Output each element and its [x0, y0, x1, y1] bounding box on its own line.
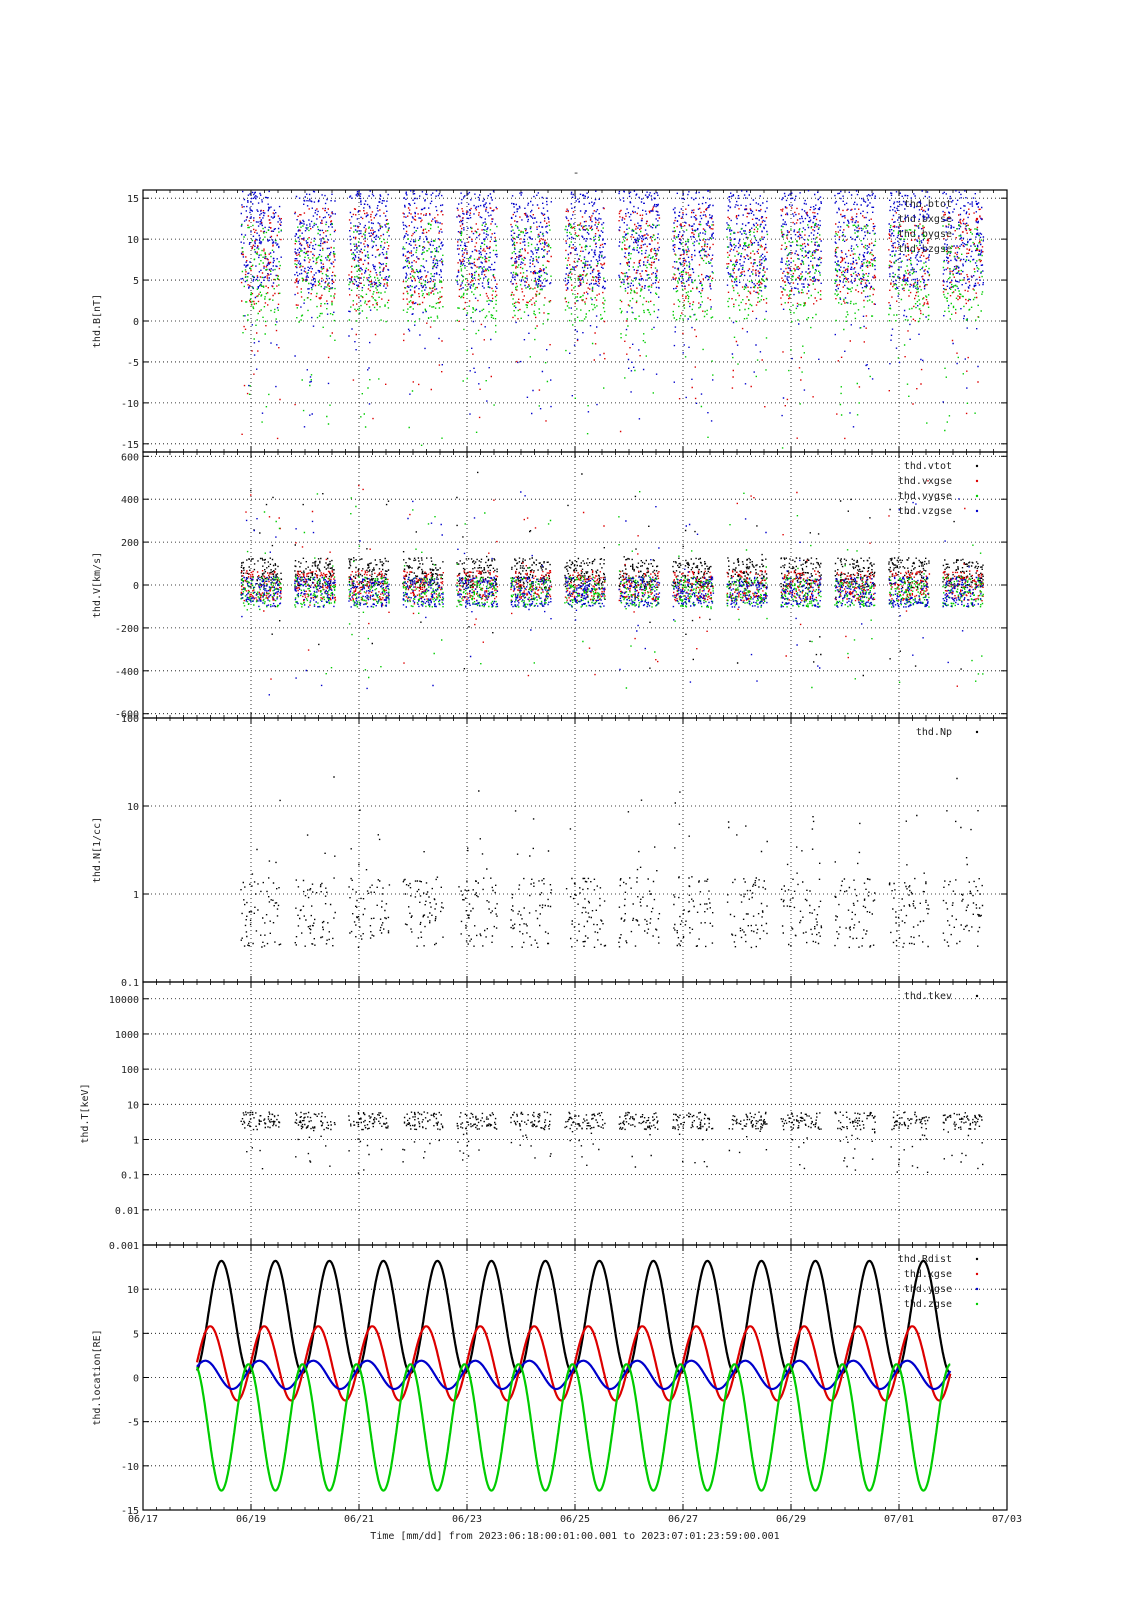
- panel-3: 100 10 1 0.1 thd.N[1/cc] thd.Np: [92, 714, 1008, 989]
- y-tick-label: 0: [133, 581, 139, 592]
- plot-frame: [142, 981, 1008, 1246]
- legend-marker: [975, 202, 979, 206]
- y-tick-label: 200: [121, 538, 139, 549]
- y-tick-label: 5: [133, 276, 139, 287]
- legend-marker: [975, 217, 979, 221]
- y-tick-label: -600: [115, 710, 139, 721]
- panel-5: 10 5 0 -5 -10 -15 thd.location[RE] thd.Rdist thd…: [92, 1244, 1008, 1517]
- scatter-series: [240, 776, 984, 949]
- y-tick-label: 0: [133, 317, 139, 328]
- y-tick-label: 10: [127, 235, 139, 246]
- y-tick-label: 1: [133, 1135, 139, 1146]
- y-tick-label: 400: [121, 495, 139, 506]
- x-tick-label: 06/19: [236, 1514, 266, 1525]
- scatter-points: [240, 776, 984, 949]
- y-tick-label: 15: [127, 194, 139, 205]
- legend-marker: [975, 730, 979, 734]
- plot-title: -: [573, 166, 580, 179]
- legend-label: thd.ygse: [904, 1284, 952, 1295]
- legend-marker: [975, 1302, 979, 1306]
- x-tick-label: 06/29: [776, 1514, 806, 1525]
- panel-2: 600 400 200 0 -200 -400 -600 thd.V[km/s] thd.vto…: [92, 451, 1008, 721]
- y-tick-label: -10: [121, 1462, 139, 1473]
- y-tick-label: -10: [121, 399, 139, 410]
- legend-marker: [975, 464, 979, 468]
- scatter-points: [240, 471, 984, 696]
- series-line: [195, 1363, 951, 1492]
- legend-label: thd.vzgse: [898, 506, 952, 517]
- legend-marker: [975, 1272, 979, 1276]
- y-tick-label: 1: [133, 890, 139, 901]
- scatter-points: [240, 190, 985, 449]
- legend-marker: [975, 509, 979, 513]
- y-tick-label: 0.1: [121, 978, 139, 989]
- legend-label: thd.vtot: [904, 461, 952, 472]
- y-tick-label: -200: [115, 624, 139, 635]
- y-tick-label: 0: [133, 1374, 139, 1385]
- y-tick-label: 10: [127, 1100, 139, 1111]
- y-tick-label: 0.1: [121, 1171, 139, 1182]
- legend-marker: [975, 994, 979, 998]
- scatter-series: [241, 222, 984, 449]
- time-axis-label: Time [mm/dd] from 2023:06:18:00:01:00.00…: [370, 1531, 779, 1542]
- y-tick-label: -15: [121, 1506, 139, 1517]
- y-tick-label: 1000: [115, 1030, 139, 1041]
- legend-label: thd.Np: [916, 727, 952, 738]
- y-tick-label: 100: [121, 714, 139, 725]
- scatter-series: [240, 206, 984, 440]
- legend-label: thd.tkev: [904, 991, 952, 1002]
- scatter-series: [240, 491, 984, 696]
- y-tick-label: -5: [127, 1418, 139, 1429]
- y-axis-title: thd.V[km/s]: [92, 552, 103, 618]
- legend-label: thd.vxgse: [898, 476, 952, 487]
- y-tick-label: 100: [121, 1065, 139, 1076]
- y-axis-title: thd.B[nT]: [92, 294, 103, 348]
- y-axis-title: thd.N[1/cc]: [92, 817, 103, 883]
- y-tick-label: 10: [127, 1285, 139, 1296]
- y-tick-label: 0.01: [115, 1206, 139, 1217]
- panels: 151050-5-10-15thd.B[nT]thd.btotthd.bxgse…: [80, 189, 1022, 1525]
- legend-label: thd.xgse: [904, 1269, 952, 1280]
- panel-4: 10000 1000 100 10 1 0.1 0.01 0.001 thd.T[keV] thd…: [80, 981, 1008, 1252]
- x-tick-label: 07/01: [884, 1514, 914, 1525]
- y-tick-label: 10000: [109, 995, 139, 1006]
- legend-label: thd.Rdist: [898, 1254, 952, 1265]
- scatter-series: [240, 1111, 984, 1174]
- legend-label: thd.vygse: [898, 491, 952, 502]
- legend-label: thd.btot: [904, 199, 952, 210]
- scatter-series: [240, 190, 985, 428]
- y-axis-title: thd.location[RE]: [92, 1329, 103, 1425]
- x-tick-label: 06/23: [452, 1514, 482, 1525]
- y-tick-label: 10: [127, 802, 139, 813]
- scatter-series: [240, 491, 984, 689]
- x-tick-label: 06/27: [668, 1514, 698, 1525]
- x-axis-labels: 06/17 06/19 06/21 06/23 06/25 06/27 06/29 07/01…: [128, 1514, 1022, 1525]
- series-line: [195, 1259, 951, 1375]
- legend-marker: [975, 479, 979, 483]
- scatter-series: [240, 471, 984, 677]
- y-axis-title: thd.T[keV]: [80, 1083, 91, 1143]
- x-tick-label: 06/17: [128, 1514, 158, 1525]
- y-tick-label: -15: [121, 440, 139, 451]
- x-tick-label: 06/25: [560, 1514, 590, 1525]
- panel-1: 151050-5-10-15thd.B[nT]thd.btotthd.bxgse…: [92, 189, 1008, 453]
- x-tick-label: 06/21: [344, 1514, 374, 1525]
- legend-marker: [975, 1257, 979, 1261]
- x-tick-label: 07/03: [992, 1514, 1022, 1525]
- y-tick-label: -400: [115, 667, 139, 678]
- y-tick-label: 5: [133, 1329, 139, 1340]
- legend-marker: [975, 494, 979, 498]
- series-line: [196, 1359, 952, 1391]
- y-tick-label: 0.001: [109, 1241, 139, 1252]
- y-tick-label: -5: [127, 358, 139, 369]
- legend-marker: [975, 1287, 979, 1291]
- legend-label: thd.zgse: [904, 1299, 952, 1310]
- legend-label: thd.bygse: [898, 229, 952, 240]
- scatter-points: [240, 1111, 984, 1174]
- y-tick-label: 600: [121, 452, 139, 463]
